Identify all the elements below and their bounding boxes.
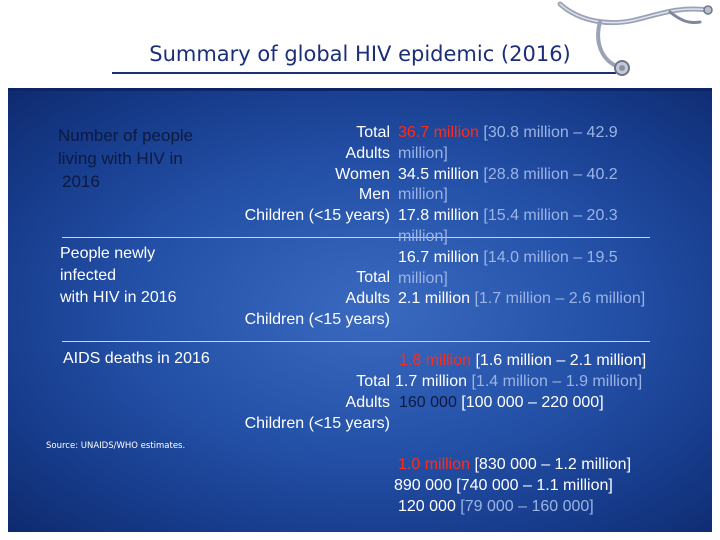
row-label: Men (358, 186, 390, 204)
labels-block-2: Total Adults Children (<15 years) (200, 268, 390, 330)
row-label: Children (<15 years) (244, 310, 390, 328)
new-heading-line: infected (60, 267, 117, 284)
estimate-range: million] (398, 269, 448, 287)
estimate-range: [28.8 million – 40.2 (478, 165, 618, 183)
values-block-3: 1.0 million [830 000 – 1.2 million] 890 … (394, 455, 699, 517)
value-row: 1.7 million [1.4 million – 1.9 million] (395, 372, 700, 393)
stethoscope-icon (557, 1, 713, 76)
estimate-range: [30.8 million – 42.9 (478, 124, 618, 141)
row-label: Women (335, 165, 390, 183)
value-row: million] (398, 227, 698, 248)
deaths-heading-line: AIDS deaths in 2016 (63, 350, 210, 367)
value-row: 120 000 [79 000 – 160 000] (394, 497, 699, 518)
row-label: Adults (345, 393, 390, 411)
panel-top-edge (8, 88, 712, 91)
estimate-value: 890 000 (394, 476, 452, 494)
living-heading-line: Number of people (58, 126, 194, 145)
value-row: 2.1 million [1.7 million – 2.6 million] (398, 289, 698, 310)
living-heading-line: 2016 (62, 172, 100, 191)
estimate-range: [79 000 – 160 000] (455, 497, 594, 515)
section-divider (62, 341, 650, 342)
estimate-value: 16.7 million (398, 248, 479, 266)
new-heading-line: People newly (60, 245, 156, 262)
value-row: 34.5 million [28.8 million – 40.2 (398, 165, 698, 186)
estimate-range: [100 000 – 220 000] (456, 393, 604, 411)
estimate-range: [1.4 million – 1.9 million] (467, 372, 643, 390)
value-row: 890 000 [740 000 – 1.1 million] (394, 476, 699, 497)
value-row: 160 000 [100 000 – 220 000] (395, 393, 700, 414)
slide-title: Summary of global HIV epidemic (2016) (149, 42, 571, 66)
estimate-range: [830 000 – 1.2 million] (470, 456, 632, 473)
estimate-value: 1.7 million (395, 372, 468, 390)
living-heading-line: living with HIV in (58, 149, 183, 168)
value-row: 17.8 million [15.4 million – 20.3 (398, 206, 698, 227)
estimate-range: [14.0 million – 19.5 (478, 248, 618, 266)
estimate-value: 120 000 (398, 497, 456, 515)
estimate-value: 34.5 million (398, 165, 479, 183)
row-label: Adults (345, 144, 390, 162)
estimate-value: 36.7 million (398, 124, 479, 141)
value-row: 36.7 million [30.8 million – 42.9 (398, 123, 698, 144)
estimate-value: 1.8 million (399, 352, 472, 369)
row-label: Total (356, 124, 390, 141)
estimate-range: million] (398, 227, 448, 245)
estimate-range: [15.4 million – 20.3 (478, 207, 618, 225)
section-divider (62, 237, 650, 238)
source-note: Source: UNAIDS/WHO estimates. (46, 441, 186, 451)
estimate-range: [1.6 million – 2.1 million] (471, 352, 647, 369)
row-label: Children (<15 years) (244, 414, 390, 432)
labels-block-3: Total Adults Children (<15 years) (200, 372, 390, 434)
estimate-value: 2.1 million (398, 290, 471, 308)
content-panel (8, 88, 712, 532)
value-row: million] (398, 185, 698, 206)
estimate-value: 1.0 million (398, 456, 471, 473)
estimate-value: 17.8 million (398, 207, 479, 225)
deaths-heading: AIDS deaths in 2016 (63, 348, 210, 370)
value-row: million] (398, 144, 698, 165)
row-label: Total (356, 373, 390, 390)
values-block-1: 36.7 million [30.8 million – 42.9 millio… (398, 123, 698, 310)
estimate-range: [1.7 million – 2.6 million] (470, 290, 646, 308)
new-heading-line: with HIV in 2016 (60, 289, 177, 306)
values-block-2: 1.8 million [1.6 million – 2.1 million] … (395, 351, 700, 413)
living-heading: Number of people living with HIV in 2016 (58, 124, 193, 193)
value-row: million] (398, 269, 698, 290)
new-infections-heading: People newly infected with HIV in 2016 (60, 243, 177, 309)
value-row: 1.0 million [830 000 – 1.2 million] (394, 455, 699, 476)
value-row: 1.8 million [1.6 million – 2.1 million] (395, 351, 700, 372)
estimate-range: million] (398, 144, 448, 162)
estimate-range: million] (398, 186, 448, 204)
value-row: 16.7 million [14.0 million – 19.5 (398, 248, 698, 269)
estimate-value: 160 000 (399, 393, 457, 411)
labels-block-1: Total Adults Women Men Children (<15 yea… (200, 123, 390, 227)
title-underline (112, 72, 616, 74)
row-label: Adults (345, 289, 390, 307)
row-label: Children (<15 years) (244, 207, 390, 225)
row-label: Total (356, 269, 390, 286)
estimate-range: [740 000 – 1.1 million] (451, 476, 613, 494)
